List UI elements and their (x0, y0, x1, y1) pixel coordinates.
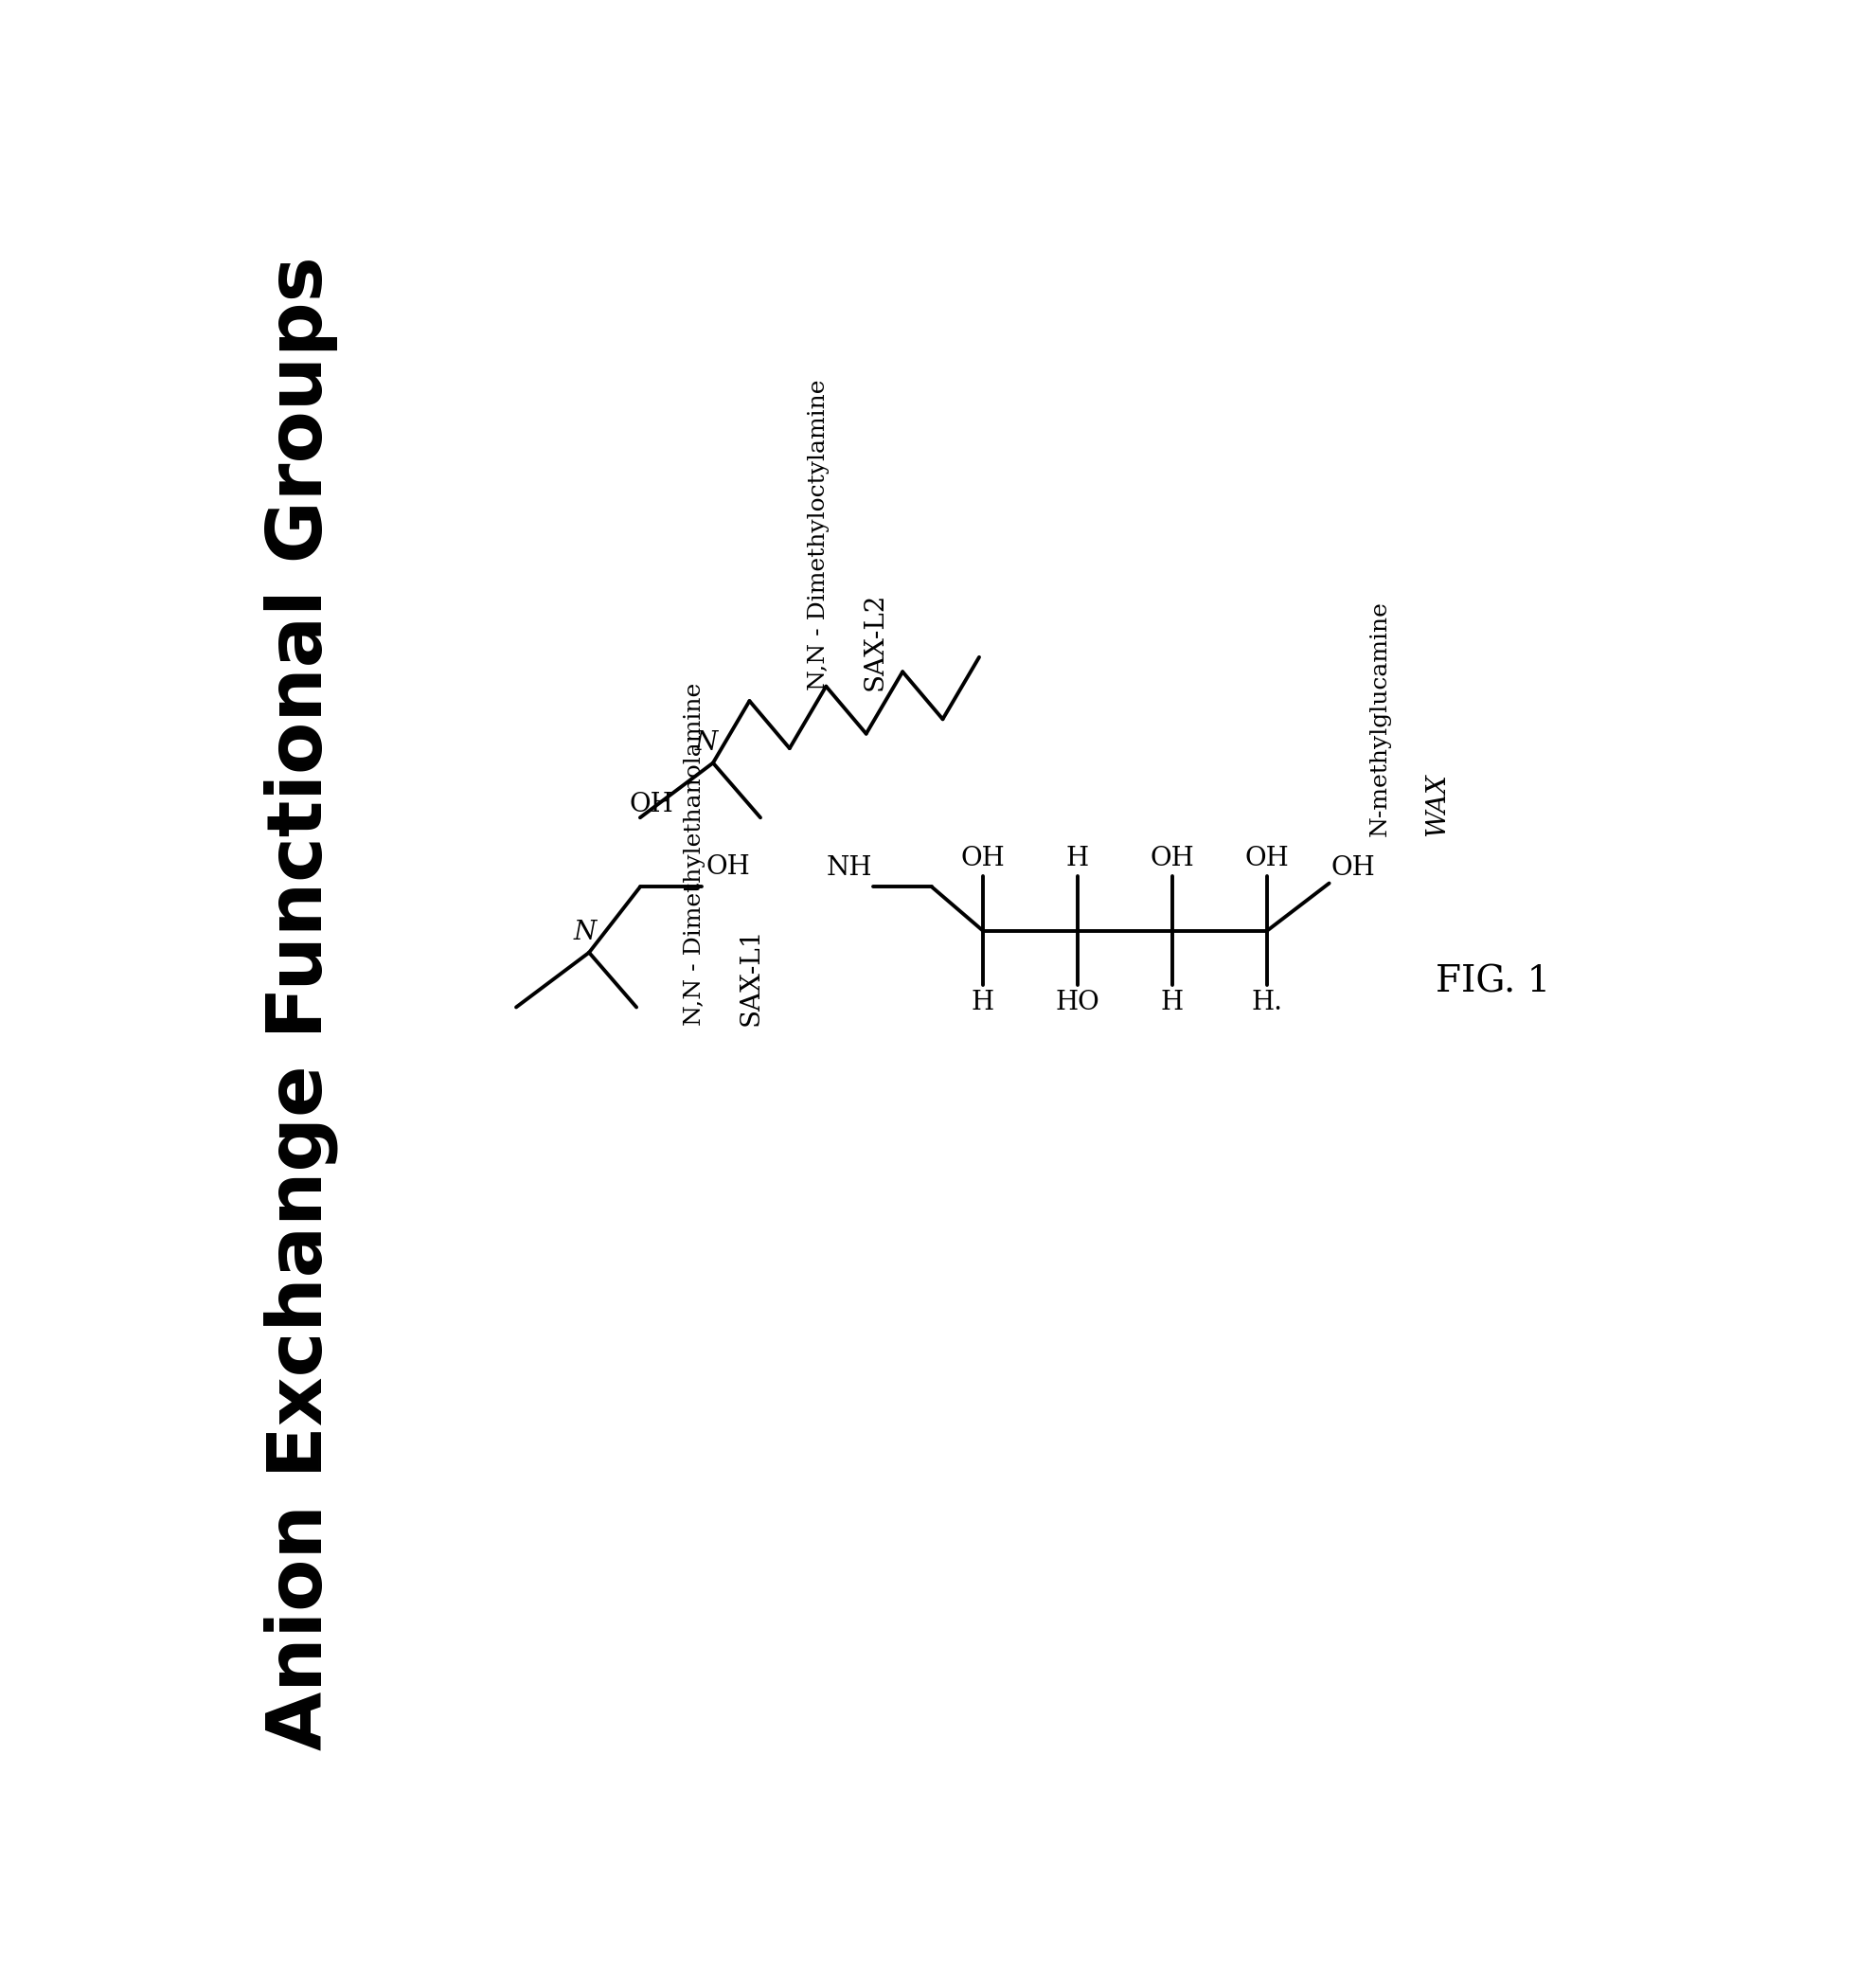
Text: H: H (1067, 847, 1089, 871)
Text: N,N - Dimethyloctylamine: N,N - Dimethyloctylamine (808, 380, 829, 690)
Text: FIG. 1: FIG. 1 (1436, 964, 1551, 1000)
Text: Anion Exchange Functional Groups: Anion Exchange Functional Groups (264, 256, 338, 1751)
Text: OH: OH (705, 855, 750, 879)
Text: OH: OH (1149, 847, 1194, 871)
Text: N: N (574, 920, 596, 944)
Text: OH: OH (1331, 855, 1376, 881)
Text: H: H (971, 990, 994, 1016)
Text: OH: OH (1245, 847, 1290, 871)
Text: WAX: WAX (1423, 773, 1449, 835)
Text: NH: NH (827, 855, 872, 881)
Text: H: H (1161, 990, 1183, 1016)
Text: OH: OH (630, 791, 673, 817)
Text: SAX-L2: SAX-L2 (863, 592, 889, 690)
Text: SAX-L1: SAX-L1 (739, 928, 765, 1026)
Text: N,N - Dimethylethanolamine: N,N - Dimethylethanolamine (684, 682, 705, 1026)
Text: H.: H. (1253, 990, 1283, 1016)
Text: OH: OH (960, 847, 1005, 871)
Text: HO: HO (1056, 990, 1101, 1016)
Text: N-methylglucamine: N-methylglucamine (1369, 600, 1391, 835)
Text: N: N (696, 730, 718, 755)
